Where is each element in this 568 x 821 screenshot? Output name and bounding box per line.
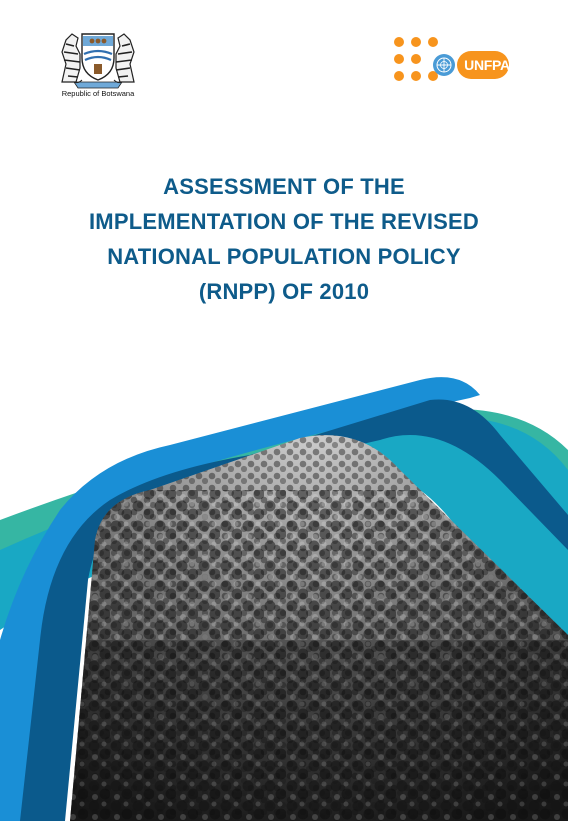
un-emblem-icon [433,54,455,76]
crowd-photo [70,435,568,821]
botswana-coat-of-arms: Republic of Botswana [52,24,144,104]
title-line-4: (RNPP) OF 2010 [198,279,370,304]
botswana-coat-of-arms-icon [61,33,135,89]
cover-bands [0,377,568,821]
unfpa-wordmark: UNFPA [464,57,510,73]
coat-of-arms-caption: Republic of Botswana [61,89,135,98]
cover-artwork [0,340,568,821]
title-line-1: ASSESSMENT OF THE [163,174,405,199]
report-title: ASSESSMENT OF THE IMPLEMENTATION OF THE … [0,169,568,309]
title-line-2: IMPLEMENTATION OF THE REVISED [89,209,479,234]
unfpa-logo: UNFPA [393,36,513,94]
title-line-3: NATIONAL POPULATION POLICY [107,244,461,269]
unfpa-dots-icon [394,37,509,81]
